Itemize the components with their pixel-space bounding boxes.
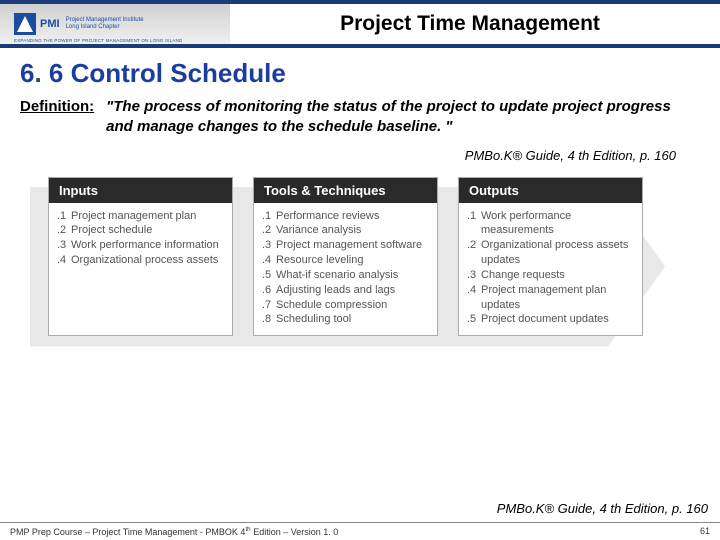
list-item: .3Work performance information	[57, 238, 228, 253]
section-heading: 6. 6 Control Schedule	[20, 58, 700, 89]
list-item: .5Project document updates	[467, 312, 638, 327]
definition-text: "The process of monitoring the status of…	[106, 97, 700, 138]
inputs-body: .1Project management plan.2Project sched…	[49, 203, 232, 276]
definition-row: Definition: "The process of monitoring t…	[20, 97, 700, 138]
diagram-columns: Inputs .1Project management plan.2Projec…	[48, 177, 643, 337]
list-item: .7Schedule compression	[262, 298, 433, 313]
list-item: .1Project management plan	[57, 209, 228, 224]
list-item: .3Project management software	[262, 238, 433, 253]
footer-left-2: Edition – Version 1. 0	[251, 527, 339, 537]
footer-left-1: PMP Prep Course – Project Time Managemen…	[10, 527, 245, 537]
definition-label: Definition:	[20, 97, 94, 138]
outputs-body: .1Work performance measurements.2Organiz…	[459, 203, 642, 336]
pmi-logo-icon	[14, 13, 36, 35]
logo-line2: Long Island Chapter	[66, 24, 144, 31]
tools-box: Tools & Techniques .1Performance reviews…	[253, 177, 438, 337]
page-number: 61	[700, 526, 710, 537]
list-item: .6Adjusting leads and lags	[262, 283, 433, 298]
list-item: .2Project schedule	[57, 223, 228, 238]
footer: PMP Prep Course – Project Time Managemen…	[0, 522, 720, 540]
list-item: .2Variance analysis	[262, 223, 433, 238]
content: 6. 6 Control Schedule Definition: "The p…	[0, 48, 720, 163]
citation-bottom: PMBo.K® Guide, 4 th Edition, p. 160	[497, 501, 708, 516]
logo-tagline: EXPANDING THE POWER OF PROJECT MANAGEMEN…	[14, 38, 182, 43]
list-item: .4Resource leveling	[262, 253, 433, 268]
citation-top: PMBo.K® Guide, 4 th Edition, p. 160	[20, 148, 700, 163]
inputs-head: Inputs	[49, 178, 232, 203]
logo-text: PMI	[40, 18, 60, 30]
logo-line1: Project Management Institute	[66, 17, 144, 24]
list-item: .3Change requests	[467, 268, 638, 283]
list-item: .1Work performance measurements	[467, 209, 638, 239]
list-item: .4Project management plan updates	[467, 283, 638, 313]
outputs-box: Outputs .1Work performance measurements.…	[458, 177, 643, 337]
outputs-head: Outputs	[459, 178, 642, 203]
list-item: .5What-if scenario analysis	[262, 268, 433, 283]
logo: PMI Project Management Institute Long Is…	[0, 4, 230, 44]
tools-body: .1Performance reviews.2Variance analysis…	[254, 203, 437, 336]
process-diagram: Inputs .1Project management plan.2Projec…	[30, 177, 700, 377]
list-item: .1Performance reviews	[262, 209, 433, 224]
list-item: .2Organizational process assets updates	[467, 238, 638, 268]
tools-head: Tools & Techniques	[254, 178, 437, 203]
header: PMI Project Management Institute Long Is…	[0, 0, 720, 48]
list-item: .4Organizational process assets	[57, 253, 228, 268]
inputs-box: Inputs .1Project management plan.2Projec…	[48, 177, 233, 337]
logo-lines: Project Management Institute Long Island…	[66, 17, 144, 30]
footer-left: PMP Prep Course – Project Time Managemen…	[10, 526, 338, 537]
page-title: Project Time Management	[230, 4, 720, 44]
logo-pmi: PMI	[40, 18, 60, 30]
list-item: .8Scheduling tool	[262, 312, 433, 327]
